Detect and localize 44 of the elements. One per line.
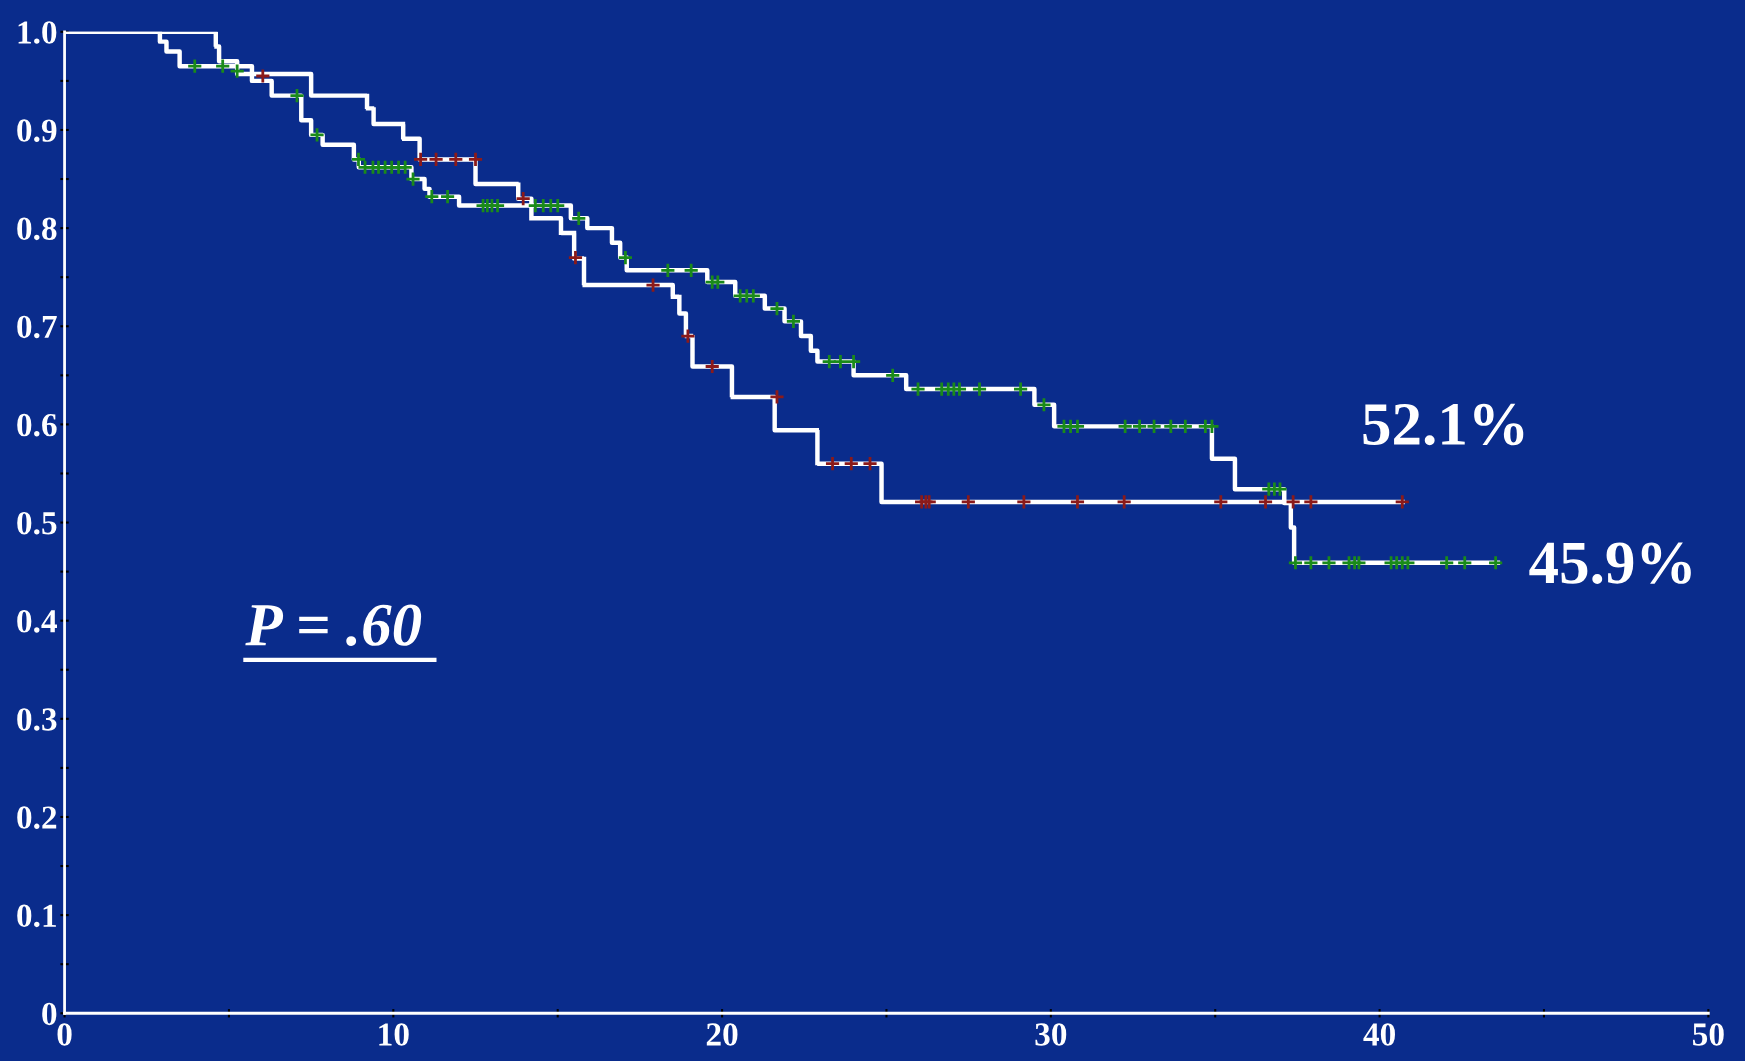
point xyxy=(1257,493,1274,510)
y-tick-label: 0.6 xyxy=(17,413,57,437)
point xyxy=(921,493,938,510)
point xyxy=(1285,493,1302,510)
point xyxy=(824,455,841,472)
y-tick-label: 0.8 xyxy=(17,217,57,241)
point xyxy=(567,249,584,266)
x-tick-label: 10 xyxy=(379,1023,409,1046)
point xyxy=(704,358,721,375)
point xyxy=(1302,493,1319,510)
y-tick-label: 1.0 xyxy=(18,21,57,44)
y-tick-label: 0.3 xyxy=(17,708,57,731)
annotation: 52.1% xyxy=(1363,403,1524,446)
x-tick-label: 20 xyxy=(706,1023,738,1046)
point xyxy=(862,455,878,472)
point xyxy=(769,388,785,405)
point xyxy=(254,68,271,84)
y-tick-label: 0.4 xyxy=(17,610,57,633)
point xyxy=(1212,493,1229,510)
point xyxy=(645,277,662,294)
point xyxy=(1394,493,1411,510)
point xyxy=(428,151,445,168)
x-tick-label: 0 xyxy=(57,1023,72,1046)
y-tick-label: 0.7 xyxy=(17,315,57,339)
annotation: P = .60 xyxy=(245,604,422,647)
x-tick-label: 40 xyxy=(1363,1023,1395,1046)
point xyxy=(1116,493,1133,510)
point xyxy=(843,455,860,472)
point xyxy=(412,151,429,168)
y-tick-label: 0.2 xyxy=(17,806,57,830)
y-tick-label: 0.5 xyxy=(17,511,57,535)
y-tick-label: 0.1 xyxy=(17,904,56,928)
y-tick-label: 0 xyxy=(42,1002,57,1026)
x-tick-label: 50 xyxy=(1693,1023,1724,1046)
annotation: 45.9% xyxy=(1529,542,1691,584)
y-tick-label: 0.9 xyxy=(17,119,57,143)
point xyxy=(447,151,464,168)
x-tick-label: 30 xyxy=(1035,1023,1067,1046)
point xyxy=(1069,493,1086,510)
point xyxy=(467,151,484,168)
point xyxy=(679,328,696,345)
point xyxy=(1015,493,1032,510)
point xyxy=(515,190,532,207)
point xyxy=(960,493,977,510)
